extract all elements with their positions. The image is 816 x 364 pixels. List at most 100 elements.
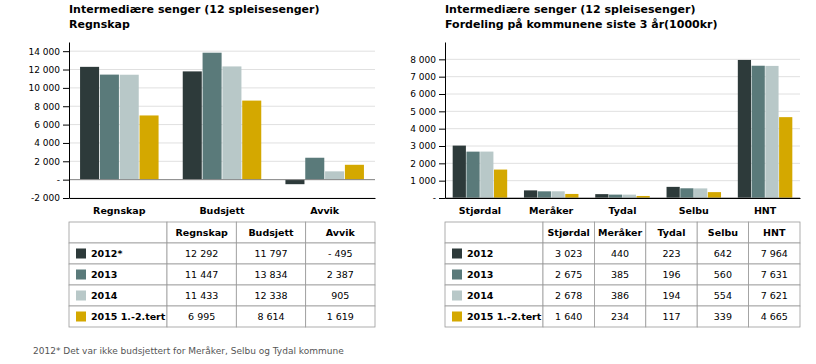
y-tick-label: 2 000 <box>410 159 436 169</box>
title: Intermediære senger (12 spleisesenger) <box>69 3 320 16</box>
bar <box>480 152 493 198</box>
grid-line <box>445 198 800 199</box>
grid-line <box>69 51 375 52</box>
x-tick: Selbu <box>679 205 709 216</box>
table-header: Tydal <box>657 227 685 238</box>
table-value: 196 <box>662 269 680 280</box>
y-tick-label: -2 000 <box>31 193 60 203</box>
y-tick: 2 000 <box>34 157 69 167</box>
x-tick: Avvik <box>310 205 340 216</box>
table-value: 554 <box>714 290 732 301</box>
bar <box>80 67 99 180</box>
y-tick-mark <box>439 198 445 199</box>
x-tick-label: Selbu <box>679 205 709 216</box>
table-value: 4 665 <box>761 311 788 322</box>
y-tick: 3 000 <box>410 141 445 151</box>
table-header: HNT <box>763 227 786 238</box>
bar <box>183 71 202 179</box>
table-cell <box>445 222 543 243</box>
table-cell <box>236 243 305 264</box>
y-tick-label: - <box>433 193 436 203</box>
bar <box>680 188 693 198</box>
table-cell <box>594 285 645 306</box>
bar <box>494 170 507 198</box>
bar <box>738 60 751 198</box>
table-cell <box>306 222 375 243</box>
grid-line <box>69 179 375 180</box>
bar <box>120 75 139 180</box>
table-cell <box>69 306 167 327</box>
y-tick: 6 000 <box>34 120 69 130</box>
table-header: Stjørdal <box>548 227 590 238</box>
table-cell <box>236 222 305 243</box>
y-tick-label: - <box>57 175 60 185</box>
table-cell <box>167 285 236 306</box>
legend-swatch <box>452 270 462 280</box>
bar <box>305 158 324 180</box>
y-tick-label: 8 000 <box>34 102 60 112</box>
table-value: 1 640 <box>555 311 582 322</box>
y-tick-mark <box>439 111 445 112</box>
legend-swatch <box>76 270 86 280</box>
table-value: 560 <box>714 269 732 280</box>
table-cell <box>306 243 375 264</box>
y-axis: -1 0002 0003 0004 0005 0006 0007 0008 00… <box>410 43 445 204</box>
grid <box>69 51 375 198</box>
table-value: - 495 <box>328 248 353 259</box>
table-value: 223 <box>662 248 680 259</box>
table-cell <box>697 222 748 243</box>
bar-series <box>494 117 792 198</box>
table-value: 234 <box>611 311 629 322</box>
bar <box>667 187 680 198</box>
table-cell <box>236 306 305 327</box>
y-axis: -2 000-2 0004 0006 0008 00010 00012 0001… <box>29 43 70 204</box>
table-value: 7 621 <box>761 290 788 301</box>
grid <box>445 59 800 198</box>
x-tick-label: Regnskap <box>93 205 146 216</box>
x-tick: HNT <box>754 205 777 216</box>
table-value: 11 797 <box>254 248 287 259</box>
table-cell <box>69 222 167 243</box>
bar <box>453 146 466 198</box>
table-value: 6 995 <box>188 311 215 322</box>
table-row-label: 2013 <box>467 269 493 280</box>
x-axis: StjørdalMeråkerTydalSelbuHNT <box>446 199 801 216</box>
table-cell <box>69 285 167 306</box>
x-tick: Stjørdal <box>459 205 501 216</box>
table-value: 2 675 <box>555 269 582 280</box>
grid-line <box>69 198 375 199</box>
bar <box>551 191 564 198</box>
bar-series <box>100 53 324 180</box>
table-cell <box>445 285 543 306</box>
y-tick-label: 10 000 <box>29 83 61 93</box>
bar <box>708 192 721 198</box>
grid-line <box>445 59 800 60</box>
y-tick-label: 4 000 <box>410 124 436 134</box>
zero-line <box>69 179 375 180</box>
y-tick-mark <box>63 51 69 52</box>
legend-swatch <box>452 312 462 322</box>
y-tick-label: 7 000 <box>410 72 436 82</box>
y-tick: 6 000 <box>410 89 445 99</box>
bar <box>140 115 159 179</box>
y-tick: - <box>57 175 69 185</box>
table-cell <box>749 264 800 285</box>
y-tick-label: 4 000 <box>34 138 60 148</box>
table-cell <box>306 306 375 327</box>
y-tick-mark <box>63 88 69 89</box>
table-cell <box>69 264 167 285</box>
bar <box>623 195 636 198</box>
table-cell <box>697 264 748 285</box>
y-tick-mark <box>439 59 445 60</box>
table-value: 440 <box>611 248 629 259</box>
x-tick: Budsjett <box>199 205 245 216</box>
table-cell <box>749 243 800 264</box>
y-tick: 14 000 <box>29 47 70 57</box>
table-row-label: 2012* <box>91 248 122 259</box>
bar <box>222 66 241 179</box>
y-tick-mark <box>63 70 69 71</box>
table-cell <box>749 222 800 243</box>
y-tick: 1 000 <box>410 176 445 186</box>
bar <box>609 195 622 198</box>
grid-line <box>69 69 375 70</box>
